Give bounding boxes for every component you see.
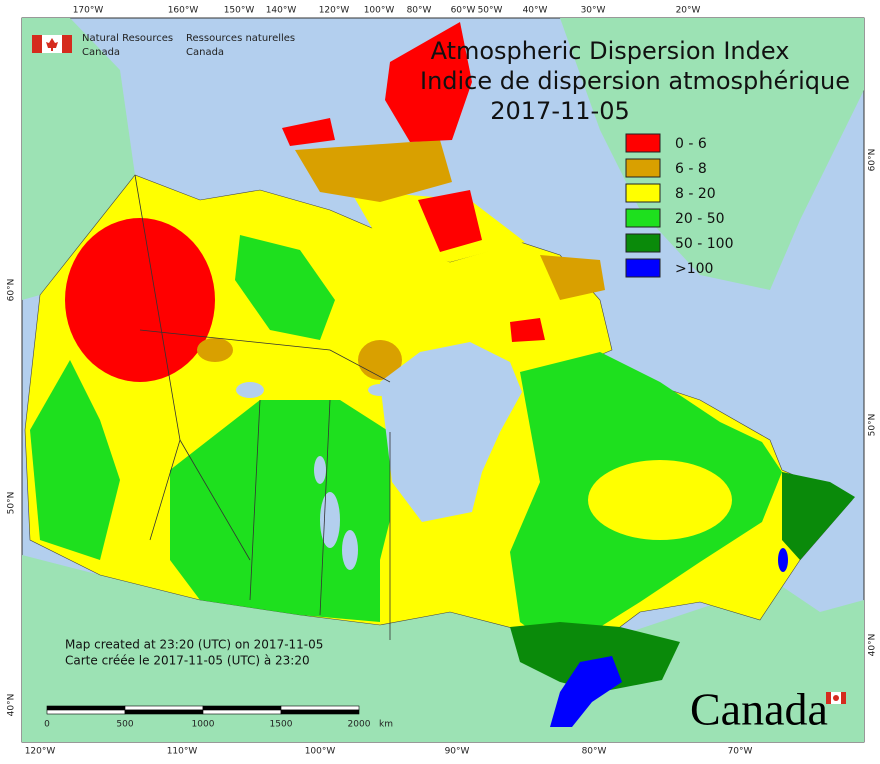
legend-label: 8 - 20	[675, 186, 716, 202]
left-latitude: 60°N	[7, 279, 17, 302]
left-latitude: 50°N	[7, 492, 17, 515]
wordmark-leaf	[833, 695, 839, 701]
legend-label: 50 - 100	[675, 236, 734, 252]
arctic-island-red	[385, 22, 472, 142]
top-longitude: 160°W	[168, 6, 199, 16]
title-date: 2017-11-05	[490, 97, 629, 125]
agency-en: Natural Resources	[82, 33, 173, 44]
title-fr: Indice de dispersion atmosphérique	[420, 67, 850, 95]
title-en: Atmospheric Dispersion Index	[431, 37, 790, 65]
wordmark: Canada	[690, 684, 828, 735]
arctic-red-2	[282, 118, 335, 146]
scale-segment	[46, 709, 126, 715]
scale-label: 2000	[348, 720, 371, 730]
scale-label: 1000	[192, 720, 215, 730]
arctic-island-orange	[295, 140, 452, 202]
right-latitude: 40°N	[868, 634, 878, 657]
bottom-longitude: 110°W	[167, 747, 198, 757]
map-layer	[22, 18, 864, 742]
scale-segment	[280, 705, 360, 711]
left-latitude: 40°N	[7, 694, 17, 717]
top-longitude: 100°W	[364, 6, 395, 16]
top-longitude: 20°W	[676, 6, 701, 16]
baffin-red	[418, 190, 482, 252]
lake	[236, 382, 264, 398]
scale-segment	[202, 709, 282, 715]
scale-segment	[46, 705, 126, 711]
scale-segment	[124, 705, 204, 711]
hudson-bay	[380, 342, 522, 522]
province-border	[179, 439, 251, 561]
bottom-longitude: 120°W	[25, 747, 56, 757]
cape-breton-blue	[778, 548, 788, 572]
flag-left	[32, 35, 42, 53]
top-longitude: 80°W	[407, 6, 432, 16]
legend-swatch	[625, 208, 661, 228]
legend-label: 20 - 50	[675, 211, 725, 227]
province-border	[139, 329, 391, 383]
scale-label: 500	[116, 720, 133, 730]
bottom-longitude: 70°W	[728, 747, 753, 757]
legend-label: 0 - 6	[675, 136, 707, 152]
flag-right	[62, 35, 72, 53]
agency-fr: Canada	[186, 47, 224, 58]
alaska	[22, 18, 135, 300]
top-longitude: 50°W	[478, 6, 503, 16]
legend-swatch	[625, 233, 661, 253]
right-latitude: 60°N	[868, 149, 878, 172]
lake	[314, 456, 326, 484]
scale-segment	[202, 705, 282, 711]
top-longitude: 150°W	[224, 6, 255, 16]
legend-label: >100	[675, 261, 713, 277]
nunavut-green	[235, 235, 335, 340]
flag-leaf	[46, 38, 58, 51]
scale-label: 1500	[270, 720, 293, 730]
prairie-green	[170, 400, 390, 622]
west-coast-green	[30, 360, 120, 560]
province-border	[249, 399, 261, 601]
agency-fr: Ressources naturelles	[186, 33, 295, 44]
nw-orange-ring	[197, 338, 233, 362]
province-border	[319, 399, 331, 616]
lake	[368, 384, 392, 396]
ontario-blue	[550, 656, 622, 727]
nw-red	[65, 218, 215, 382]
top-longitude: 40°W	[523, 6, 548, 16]
top-longitude: 170°W	[73, 6, 104, 16]
legend-swatch	[625, 183, 661, 203]
scale-segment	[280, 709, 360, 715]
quebec-yellow	[588, 460, 732, 540]
scale-label: 0	[44, 720, 50, 730]
top-longitude: 30°W	[581, 6, 606, 16]
legend-swatch	[625, 258, 661, 278]
maritimes-green	[782, 472, 855, 560]
lake	[342, 530, 358, 570]
legend-swatch	[625, 158, 661, 178]
agency-en: Canada	[82, 47, 120, 58]
credit-line: Map created at 23:20 (UTC) on 2017-11-05	[65, 638, 323, 652]
bottom-longitude: 90°W	[445, 747, 470, 757]
top-longitude: 140°W	[266, 6, 297, 16]
top-longitude: 60°W	[451, 6, 476, 16]
legend-swatch	[625, 133, 661, 153]
labrador-red	[510, 318, 545, 342]
right-latitude: 50°N	[868, 414, 878, 437]
united-states	[22, 555, 864, 742]
scale-segment	[124, 709, 204, 715]
scale-unit: km	[379, 720, 393, 730]
legend-label: 6 - 8	[675, 161, 707, 177]
bottom-longitude: 80°W	[582, 747, 607, 757]
nunavut-orange	[358, 340, 402, 380]
lake	[320, 492, 340, 548]
baffin-orange	[540, 255, 605, 300]
top-longitude: 120°W	[319, 6, 350, 16]
credit-line: Carte créée le 2017-11-05 (UTC) à 23:20	[65, 654, 310, 668]
ontario-darkgreen	[510, 622, 680, 692]
greenland	[560, 18, 864, 290]
bottom-longitude: 100°W	[305, 747, 336, 757]
